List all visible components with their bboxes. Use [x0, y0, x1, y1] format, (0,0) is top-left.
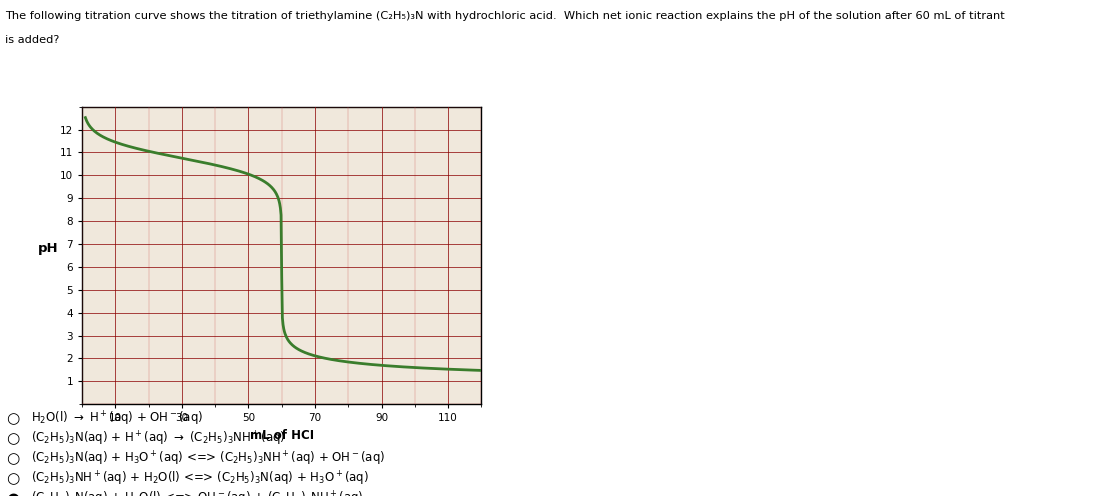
- Text: ○: ○: [7, 451, 20, 466]
- Text: ○: ○: [7, 471, 20, 486]
- Text: ○: ○: [7, 432, 20, 446]
- Text: (C$_2$H$_5$)$_3$N(aq) + H$^+$(aq) $\rightarrow$ (C$_2$H$_5$)$_3$NH$^+$(aq): (C$_2$H$_5$)$_3$N(aq) + H$^+$(aq) $\righ…: [31, 430, 286, 448]
- X-axis label: mL of HCI: mL of HCI: [249, 429, 314, 442]
- Y-axis label: pH: pH: [38, 243, 59, 255]
- Text: ●: ●: [7, 491, 20, 496]
- Text: (C$_2$H$_5$)$_3$N(aq) + H$_2$O(l) <=> OH$^-$(aq) + (C$_2$H$_5$)$_3$NH$^+$(aq): (C$_2$H$_5$)$_3$N(aq) + H$_2$O(l) <=> OH…: [31, 490, 363, 496]
- Text: is added?: is added?: [5, 35, 60, 45]
- Text: (C$_2$H$_5$)$_3$NH$^+$(aq) + H$_2$O(l) <=> (C$_2$H$_5$)$_3$N(aq) + H$_3$O$^+$(aq: (C$_2$H$_5$)$_3$NH$^+$(aq) + H$_2$O(l) <…: [31, 470, 369, 488]
- Text: (C$_2$H$_5$)$_3$N(aq) + H$_3$O$^+$(aq) <=> (C$_2$H$_5$)$_3$NH$^+$(aq) + OH$^-$(a: (C$_2$H$_5$)$_3$N(aq) + H$_3$O$^+$(aq) <…: [31, 450, 385, 468]
- Text: H$_2$O(l) $\rightarrow$ H$^+$(aq) + OH$^-$(aq): H$_2$O(l) $\rightarrow$ H$^+$(aq) + OH$^…: [31, 410, 202, 428]
- Text: ○: ○: [7, 412, 20, 427]
- Text: The following titration curve shows the titration of triethylamine (C₂H₅)₃N with: The following titration curve shows the …: [5, 11, 1005, 21]
